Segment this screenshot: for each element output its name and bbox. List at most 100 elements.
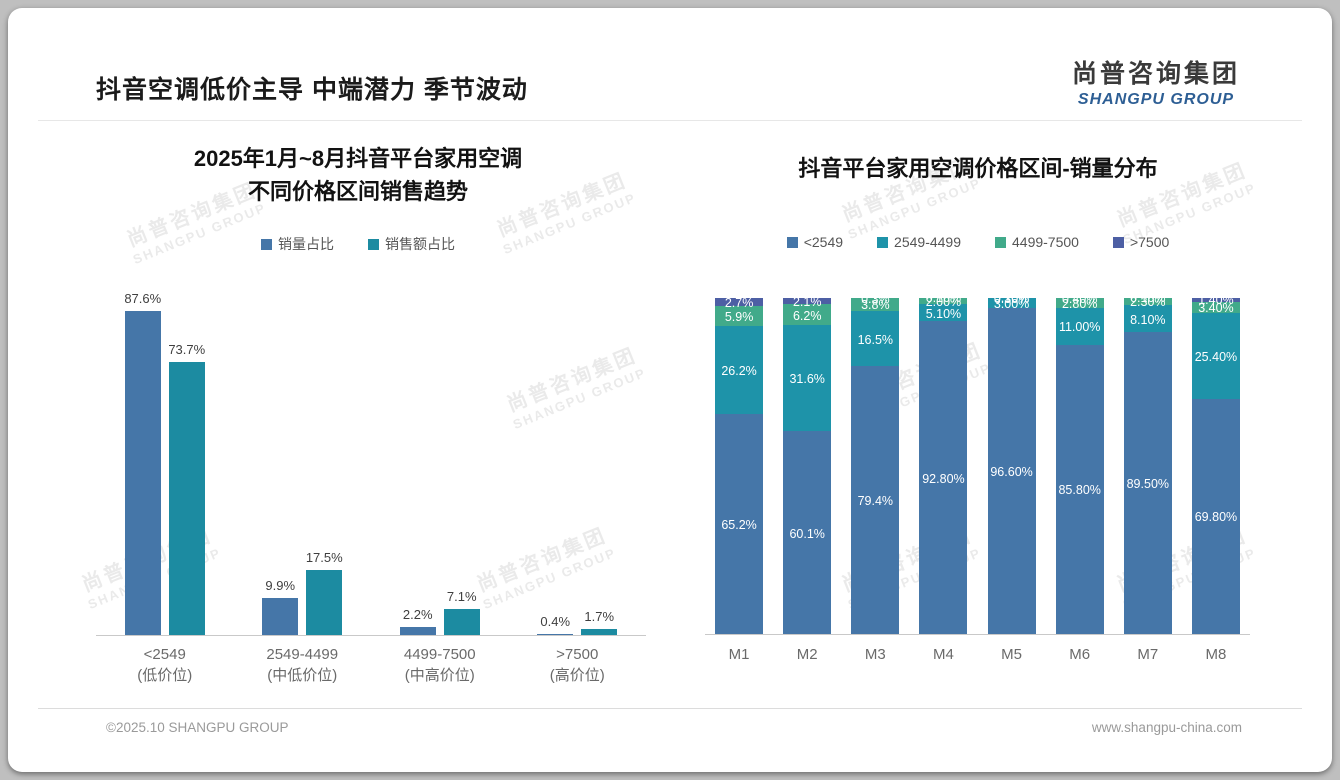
- bar-销售额占比: [581, 628, 618, 635]
- category-sub: (中高价位): [404, 667, 475, 684]
- legend-swatch: [786, 236, 798, 248]
- category-label: M4: [933, 646, 954, 663]
- category-main: >7500: [556, 646, 599, 663]
- segment-value-label: 5.10%: [925, 306, 962, 321]
- legend-swatch: [877, 236, 889, 248]
- chart-title-line1: 2025年1月~8月抖音平台家用空调: [193, 146, 523, 171]
- legend-label: 销售额占比: [385, 236, 455, 252]
- segment-4499-7500: [1055, 298, 1104, 308]
- bar-销量占比: [124, 310, 161, 635]
- plot-area: 87.6% 73.7% 9.9% 17.5% 2.2% 7.1% 0.4% 1.7%: [96, 266, 646, 636]
- category-label: 4499-7500 (中高价位): [371, 644, 509, 686]
- chart-title: 2025年1月~8月抖音平台家用空调 不同价格区间销售趋势: [58, 142, 658, 208]
- segment-value-label: 96.60%: [990, 465, 1033, 480]
- segment-4499-7500: [1191, 301, 1240, 314]
- segment-value-label: 16.5%: [857, 332, 894, 347]
- segment-4499-7500: [715, 306, 764, 326]
- segment-<2549: [987, 308, 1036, 634]
- category-label: M3: [864, 646, 886, 663]
- footer-website: www.shangpu-china.com: [1091, 720, 1242, 735]
- bar-value-label: 0.4%: [540, 613, 571, 629]
- segment-<2549: [919, 321, 968, 634]
- segment-value-label: 2.7%: [724, 298, 754, 310]
- segment-4499-7500: [1123, 298, 1172, 306]
- segment-4499-7500: [919, 298, 968, 305]
- bar-销售额占比: [168, 362, 205, 635]
- header-divider: [38, 120, 1302, 121]
- segment-value-label: 2.80%: [1061, 298, 1098, 312]
- segment-2549-4499: [715, 326, 764, 415]
- segment-value-label: 8.10%: [1130, 312, 1166, 327]
- category-main: 2549-4499: [266, 646, 339, 663]
- segment-2549-4499: [851, 310, 900, 367]
- legend-label: 2549-4499: [894, 234, 961, 250]
- company-logo: 尚普咨询集团 SHANGPU GROUP: [1072, 54, 1240, 109]
- legend-item: 4499-7500: [995, 234, 1079, 250]
- page-title: 抖音空调低价主导 中端潜力 季节波动: [96, 76, 528, 104]
- legend-item: 销售额占比: [368, 234, 455, 254]
- segment-value-label: 0.10%: [1130, 298, 1166, 306]
- bar-销售额占比: [443, 608, 480, 635]
- segment-value-label: 69.80%: [1194, 510, 1238, 525]
- bar-销量占比: [262, 598, 299, 635]
- segment-value-label: 60.1%: [789, 526, 825, 541]
- segment-2549-4499: [1055, 307, 1104, 345]
- bar-value-label: 2.2%: [402, 606, 433, 622]
- segment-value-label: 0.10%: [993, 298, 1030, 306]
- legend-label: <2549: [803, 234, 844, 250]
- category-sub: (低价位): [137, 667, 193, 684]
- segment-2549-4499: [919, 304, 968, 322]
- category-sub: (中低价位): [267, 667, 338, 684]
- bar-value-label: 17.5%: [305, 550, 343, 566]
- category-main: 4499-7500: [403, 646, 476, 663]
- segment-value-label: 92.80%: [922, 471, 965, 486]
- category-main: <2549: [143, 646, 186, 663]
- legend-item: 2549-4499: [877, 234, 961, 250]
- category-label: M5: [1001, 646, 1022, 663]
- segment-value-label: 5.9%: [724, 310, 754, 325]
- legend: <2549 2549-4499 4499-7500 >7500: [688, 234, 1268, 250]
- segment-<2549: [1191, 398, 1240, 634]
- bar-value-label: 7.1%: [446, 588, 477, 604]
- grouped-bar-chart-price-trend: 2025年1月~8月抖音平台家用空调 不同价格区间销售趋势 销量占比 销售额占比 …: [58, 138, 658, 698]
- segment-2549-4499: [987, 298, 1036, 309]
- bar-value-label: 73.7%: [168, 342, 206, 358]
- legend-swatch: [261, 238, 272, 250]
- category-label: >7500 (高价位): [509, 644, 647, 686]
- segment-value-label: 25.40%: [1194, 349, 1238, 364]
- segment-value-label: 2.1%: [792, 298, 822, 309]
- segment-value-label: 79.4%: [857, 494, 894, 509]
- segment-value-label: 0.30%: [993, 298, 1030, 306]
- bar-销量占比: [399, 626, 436, 635]
- legend: 销量占比 销售额占比: [58, 234, 658, 254]
- bar-value-label: 9.9%: [265, 578, 296, 594]
- category-label: 2549-4499 (中低价位): [234, 644, 372, 686]
- legend-label: 4499-7500: [1012, 234, 1079, 250]
- segment-<2549: [715, 414, 764, 634]
- segment-value-label: 89.50%: [1126, 477, 1170, 492]
- legend-label: 销量占比: [278, 236, 334, 252]
- segment-value-label: 3.8%: [861, 298, 890, 313]
- segment-value-label: 26.2%: [721, 364, 757, 379]
- segment-value-label: 31.6%: [789, 372, 825, 387]
- segment->7500: [715, 298, 764, 307]
- category-label: <2549 (低价位): [96, 644, 234, 686]
- segment->7500: [783, 298, 832, 305]
- segment-value-label: 3.00%: [993, 298, 1030, 312]
- bar-value-label: 87.6%: [124, 290, 162, 306]
- logo-cn-text: 尚普咨询集团: [1071, 60, 1240, 88]
- legend-swatch: [995, 236, 1006, 248]
- segment-<2549: [1055, 344, 1104, 634]
- segment-2549-4499: [783, 324, 832, 432]
- segment-value-label: 6.2%: [792, 308, 822, 323]
- segment-4499-7500: [783, 304, 832, 325]
- legend-swatch: [368, 238, 379, 250]
- plot-area: 65.2% 26.2% 5.9% 2.7% 60.1% 31.6% 6.2% 2.1% 79.4…: [705, 298, 1250, 635]
- segment-2549-4499: [1191, 313, 1240, 399]
- bar-销量占比: [537, 633, 574, 635]
- legend-item: <2549: [786, 234, 844, 250]
- category-label: M7: [1137, 646, 1159, 663]
- stacked-bar-chart-monthly-distribution: 抖音平台家用空调价格区间-销量分布 <2549 2549-4499 4499-750…: [688, 138, 1268, 698]
- segment-4499-7500: [851, 298, 900, 311]
- category-label: M8: [1205, 646, 1227, 663]
